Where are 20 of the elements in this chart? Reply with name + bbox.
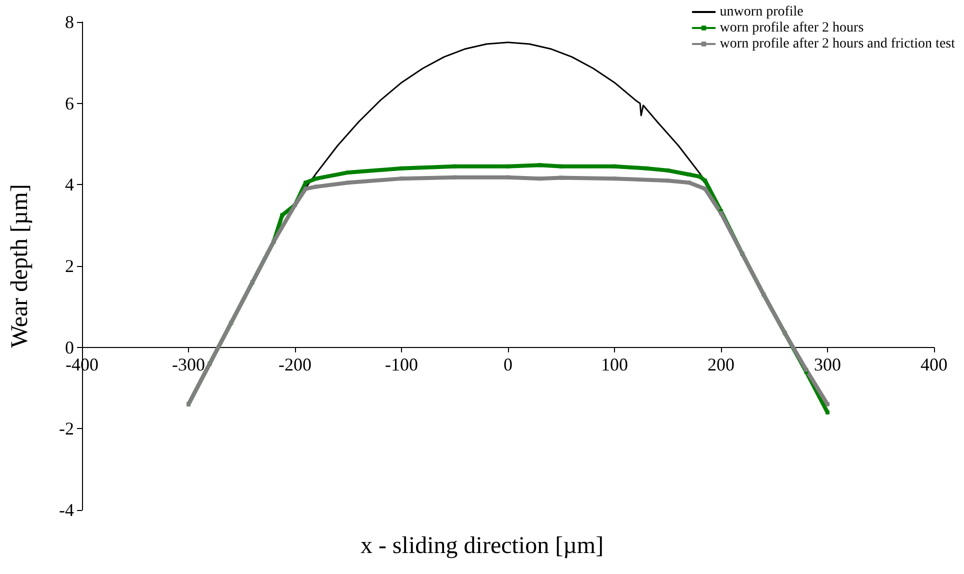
y-tick-label: 4: [65, 174, 74, 195]
x-tick-label: 400: [920, 354, 948, 374]
y-tick-label: 2: [65, 256, 74, 276]
legend-label: unworn profile: [720, 4, 804, 20]
y-tick-label: -2: [59, 418, 74, 439]
x-tick-label: 100: [601, 354, 628, 374]
x-axis-title: x - sliding direction [µm]: [360, 533, 604, 559]
x-tick-label: 300: [814, 354, 841, 374]
x-tick-label: 0: [504, 354, 512, 374]
legend-label: worn profile after 2 hours and friction test: [720, 36, 956, 52]
x-tick-label: -300: [172, 354, 205, 374]
y-tick-label: -4: [59, 500, 74, 520]
legend-label: worn profile after 2 hours: [720, 20, 864, 36]
y-axis-title: Wear depth [µm]: [7, 184, 33, 348]
x-tick-label: -200: [278, 354, 312, 374]
x-tick-label: -100: [385, 354, 418, 374]
y-tick-label: 0: [65, 337, 74, 358]
y-tick-label: 8: [65, 12, 74, 32]
y-tick-label: 6: [65, 93, 74, 114]
x-tick-label: 200: [708, 354, 734, 374]
